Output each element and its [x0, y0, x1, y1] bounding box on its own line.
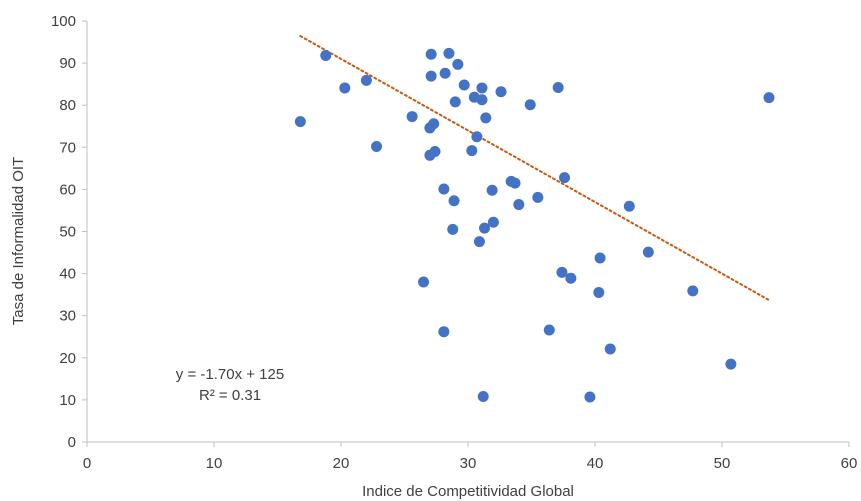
data-point	[449, 96, 461, 108]
data-point	[439, 67, 451, 79]
y-tick-label: 90	[59, 55, 76, 72]
data-point	[294, 116, 306, 128]
data-point	[406, 111, 418, 123]
trendline-r2: R² = 0.31	[199, 387, 261, 404]
data-point	[487, 216, 499, 228]
data-point	[429, 146, 441, 158]
y-axis-title: Tasa de Informalidad OIT	[10, 157, 27, 325]
data-point	[458, 79, 470, 91]
data-point	[477, 391, 489, 403]
data-point	[428, 118, 440, 130]
data-point	[552, 82, 564, 94]
x-axis-title: Indice de Competitividad Global	[362, 483, 574, 500]
x-tick-label: 60	[841, 455, 858, 472]
x-tick-label: 10	[206, 455, 223, 472]
data-point	[418, 276, 430, 288]
data-point	[371, 140, 383, 152]
y-tick-label: 40	[59, 266, 76, 283]
data-point	[480, 112, 492, 124]
data-point	[339, 82, 351, 94]
data-point	[509, 177, 521, 189]
data-point	[642, 246, 654, 258]
data-point	[556, 266, 568, 278]
data-point	[438, 183, 450, 195]
data-point	[725, 358, 737, 370]
data-point	[623, 200, 635, 212]
data-point	[524, 99, 536, 111]
data-point	[360, 74, 372, 86]
data-point	[565, 272, 577, 284]
x-tick-label: 30	[460, 455, 477, 472]
data-point	[425, 48, 437, 60]
data-point	[513, 199, 525, 211]
x-tick-label: 0	[83, 455, 91, 472]
x-tick-label: 40	[587, 455, 604, 472]
y-tick-label: 100	[51, 13, 76, 30]
data-point	[443, 47, 455, 59]
y-tick-label: 70	[59, 139, 76, 156]
data-point	[532, 191, 544, 203]
data-point	[473, 236, 485, 248]
data-point	[476, 94, 488, 106]
data-point	[476, 82, 488, 94]
data-point	[466, 145, 478, 157]
trendline-group	[299, 34, 772, 302]
x-tick-label: 50	[714, 455, 731, 472]
y-tick-label: 0	[68, 434, 76, 451]
data-point	[543, 324, 555, 336]
x-tick-label: 20	[333, 455, 350, 472]
data-point	[447, 223, 459, 235]
trendline	[299, 34, 772, 302]
y-tick-label: 10	[59, 392, 76, 409]
data-point	[687, 285, 699, 297]
data-point	[594, 252, 606, 264]
y-tick-label: 50	[59, 224, 76, 241]
y-tick-label: 80	[59, 97, 76, 114]
data-point	[438, 326, 450, 338]
points-group	[294, 47, 775, 403]
data-point	[448, 195, 460, 207]
data-point	[486, 184, 498, 196]
data-point	[763, 92, 775, 104]
trendline-equation: y = -1.70x + 125	[176, 366, 284, 383]
y-tick-label: 60	[59, 181, 76, 198]
data-point	[604, 343, 616, 355]
data-point	[479, 222, 491, 234]
data-point	[495, 86, 507, 98]
data-point	[593, 287, 605, 299]
y-tick-label: 20	[59, 350, 76, 367]
axes: 0 10 20 30 40 50 60 70 80 90 100 0 10 20 30 40 50 60	[51, 13, 857, 472]
data-point	[559, 172, 571, 184]
data-point	[584, 391, 596, 403]
data-point	[452, 58, 464, 70]
data-point	[425, 70, 437, 82]
y-tick-label: 30	[59, 308, 76, 325]
data-point	[320, 50, 332, 62]
data-point	[471, 131, 483, 143]
